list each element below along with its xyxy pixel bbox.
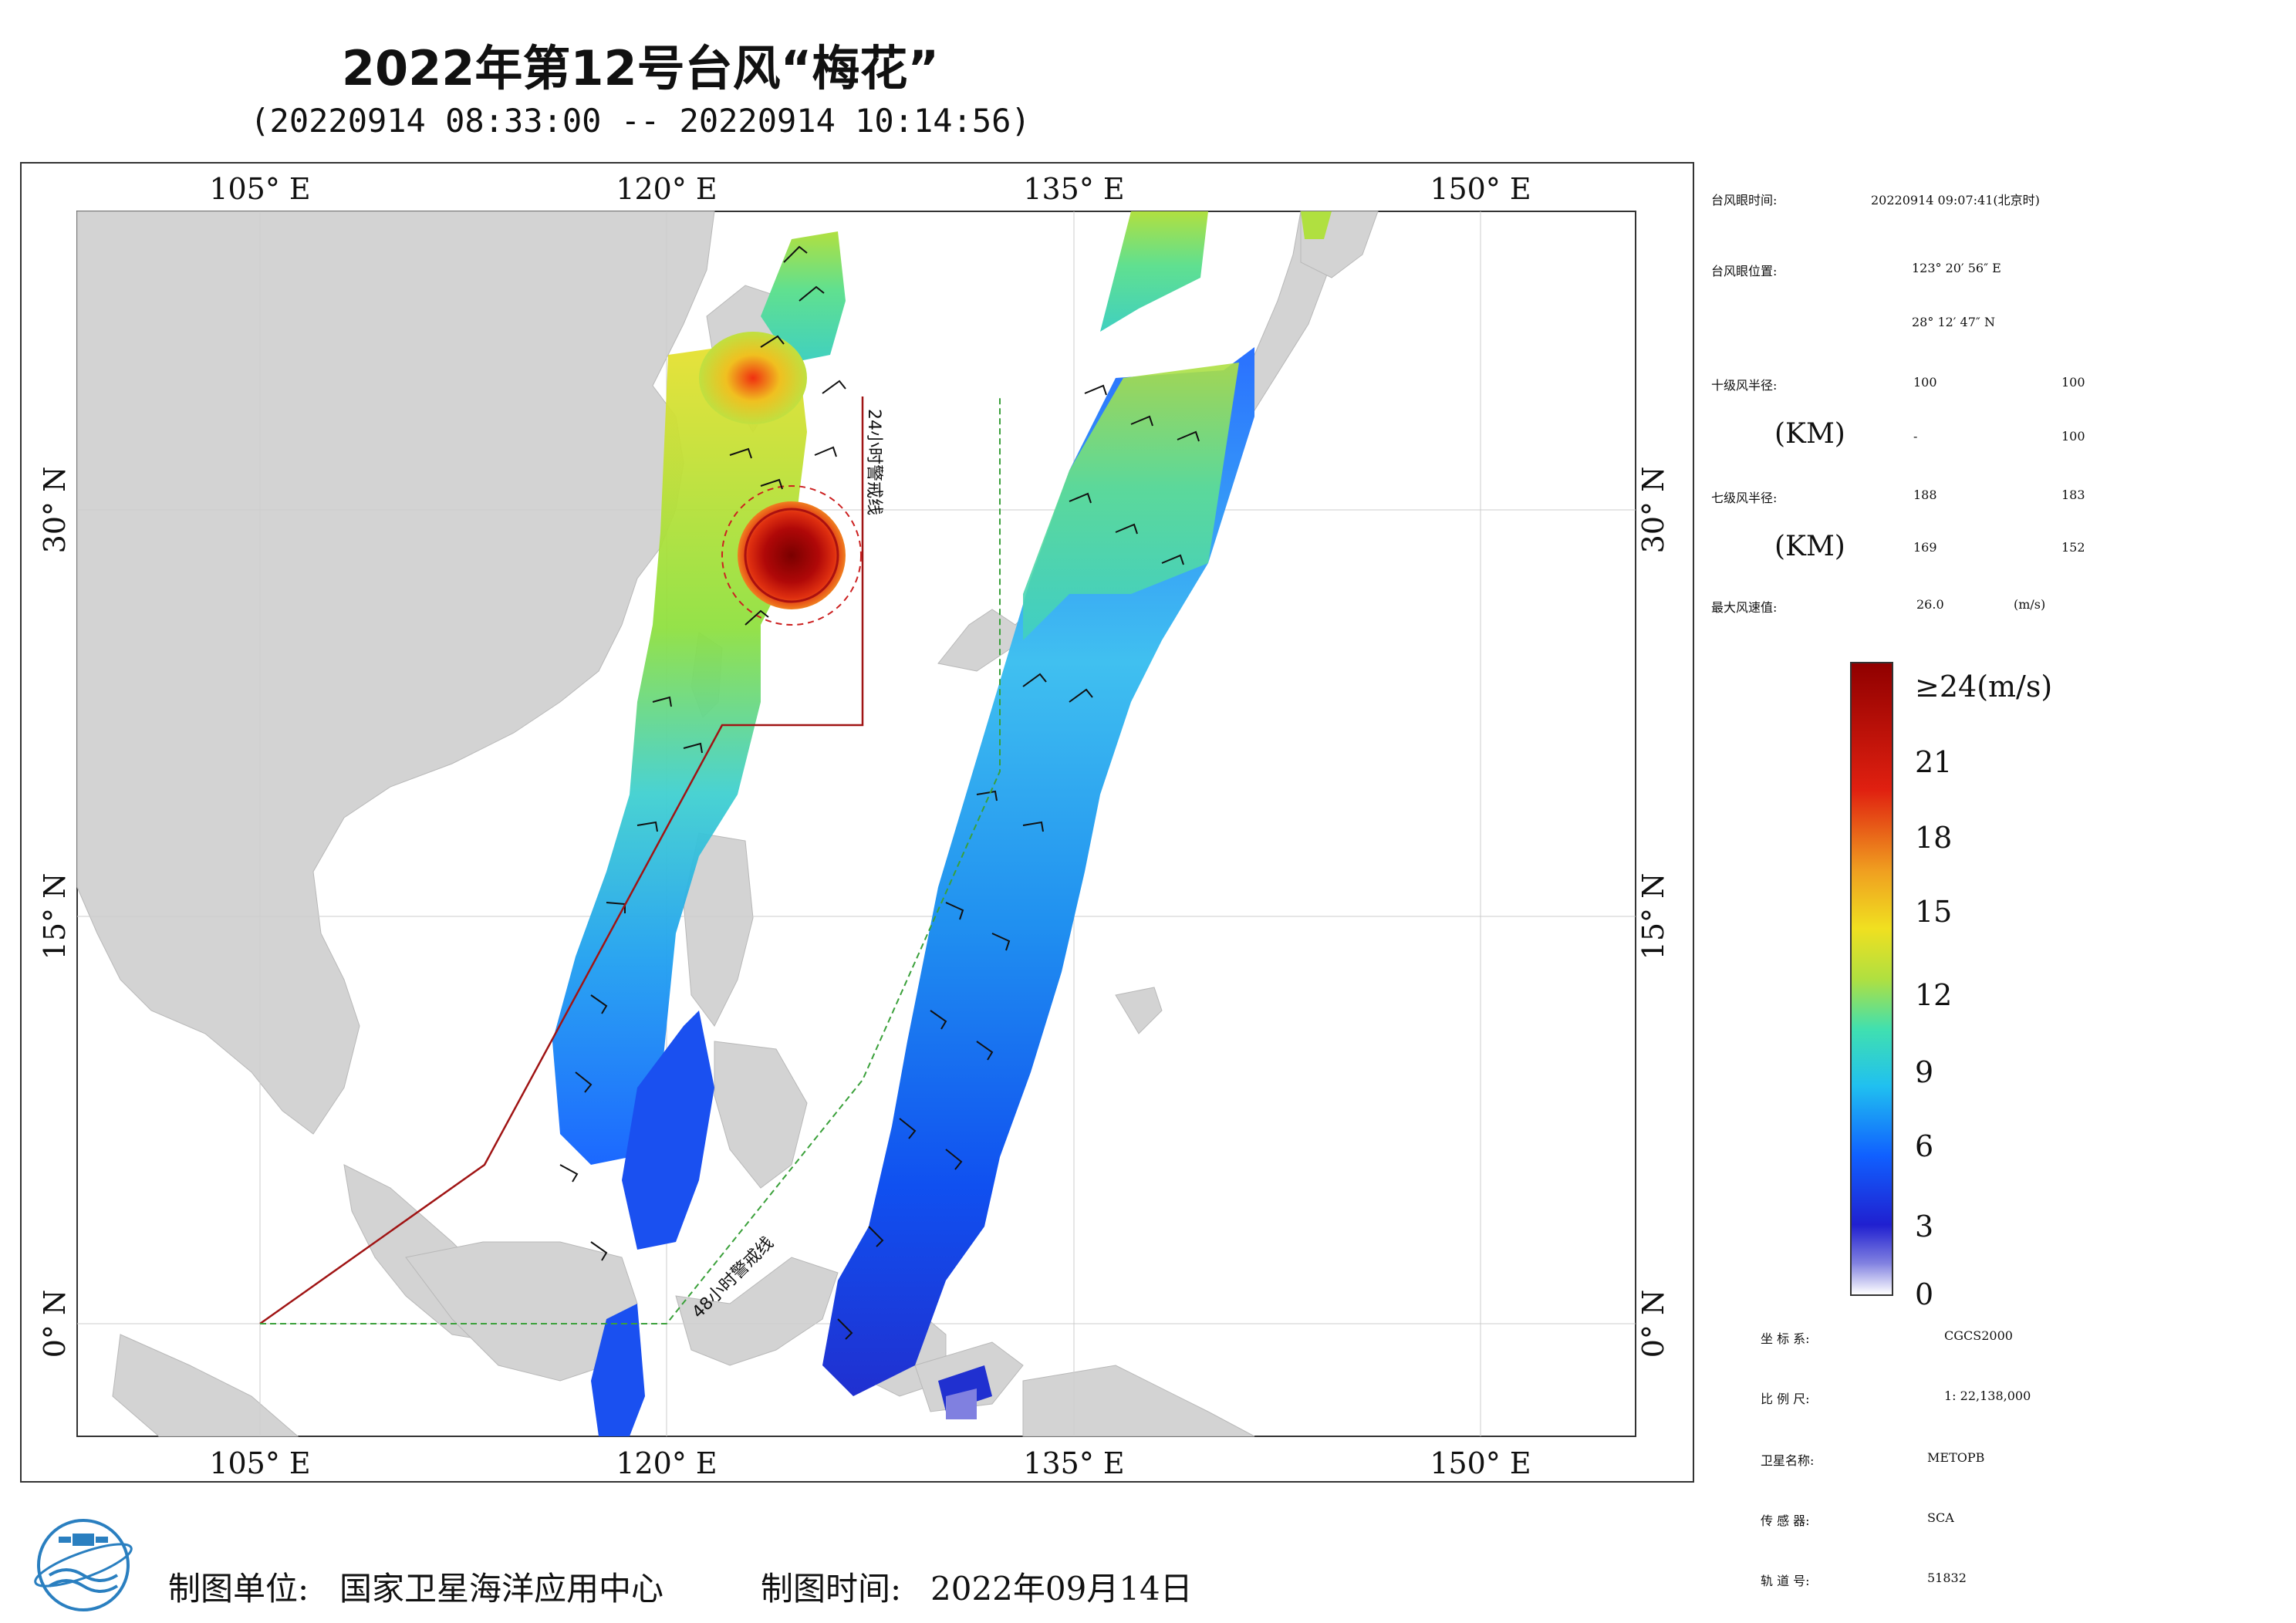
map-frame — [20, 162, 1694, 1483]
lon-tick-bottom-105: 105° E — [209, 1446, 310, 1480]
r7-nw: 152 — [2061, 540, 2085, 555]
crs-label: 坐 标 系: — [1761, 1331, 1810, 1346]
lat-tick-left-30: 30° N — [38, 467, 72, 554]
colorbar-label-15: 15 — [1915, 895, 1953, 929]
date-value: 2022年09月14日 — [930, 1570, 1193, 1608]
scale-value: 1: 22,138,000 — [1944, 1388, 2031, 1403]
warning-lines — [259, 396, 1001, 1325]
r7-sw: 169 — [1913, 540, 1937, 555]
lon-tick-top-105: 105° E — [209, 172, 310, 206]
colorbar-label-0: 0 — [1915, 1277, 1934, 1311]
max-wind-label: 最大风速值: — [1711, 600, 1778, 615]
wind-field-map: 24小时警戒线 48小时警戒线 105° E 120° E 135° E 150… — [38, 172, 1670, 1480]
colorbar-label-9: 9 — [1915, 1055, 1934, 1089]
satellite-value: METOPB — [1927, 1450, 1985, 1465]
warning-label-24h: 24小时警戒线 — [864, 409, 883, 515]
sensor-value: SCA — [1927, 1510, 1954, 1525]
warning-line-24h — [259, 396, 864, 1325]
lat-tick-right-30: 30° N — [1636, 467, 1670, 554]
map-title: 2022年第12号台风“梅花” — [341, 40, 940, 96]
sensor-label: 传 感 器: — [1761, 1513, 1810, 1528]
colorbar-label-3: 3 — [1915, 1210, 1934, 1243]
eye-time-label: 台风眼时间: — [1711, 193, 1778, 208]
r10-label: 十级风半径: — [1711, 378, 1778, 393]
colorbar-label-6: 6 — [1915, 1129, 1934, 1163]
r10-sw: - — [1913, 429, 1918, 444]
colorbar-label-21: 21 — [1915, 745, 1953, 779]
colorbar-label-12: 12 — [1915, 978, 1953, 1012]
warning-line-48h — [260, 396, 1001, 1324]
lat-tick-right-0: 0° N — [1636, 1290, 1670, 1358]
r10-se: 100 — [2061, 375, 2085, 390]
lat-tick-left-15: 15° N — [38, 873, 72, 960]
r10-unit: (KM) — [1774, 418, 1845, 450]
lon-tick-bottom-150: 150° E — [1430, 1446, 1531, 1480]
r7-label: 七级风半径: — [1711, 491, 1778, 505]
max-wind-unit: (m/s) — [2014, 597, 2046, 612]
lon-tick-top-150: 150° E — [1430, 172, 1531, 206]
r7-ne: 188 — [1913, 488, 1937, 502]
wind-swath-east — [822, 211, 1332, 1419]
max-wind-value: 26.0 — [1916, 597, 1944, 612]
lat-tick-left-0: 0° N — [38, 1290, 72, 1358]
nsoas-logo-icon — [34, 1519, 133, 1611]
producer-value: 国家卫星海洋应用中心 — [339, 1570, 664, 1608]
wind-barbs — [559, 245, 1200, 1340]
producer-label: 制图单位: — [168, 1570, 309, 1608]
eye-position-label: 台风眼位置: — [1711, 264, 1778, 278]
colorbar-label-18: 18 — [1915, 821, 1953, 855]
r10-ne: 100 — [1913, 375, 1937, 390]
r7-unit: (KM) — [1774, 531, 1845, 562]
lon-tick-top-120: 120° E — [616, 172, 717, 206]
orbit-label: 轨 道 号: — [1761, 1574, 1810, 1588]
r7-se: 183 — [2061, 488, 2085, 502]
date-label: 制图时间: — [761, 1570, 902, 1608]
crs-value: CGCS2000 — [1944, 1328, 2013, 1343]
map-subtitle: (20220914 08:33:00 -- 20220914 10:14:56) — [250, 102, 1031, 140]
lat-tick-right-15: 15° N — [1636, 873, 1670, 960]
eye-time-value: 20220914 09:07:41(北京时) — [1871, 193, 2040, 208]
satellite-label: 卫星名称: — [1761, 1453, 1815, 1468]
scale-label: 比 例 尺: — [1761, 1392, 1810, 1406]
r10-nw: 100 — [2061, 429, 2085, 444]
eye-longitude: 123° 20′ 56″ E — [1912, 261, 2001, 275]
wind-speed-colorbar — [1850, 662, 1893, 1296]
lon-tick-bottom-120: 120° E — [616, 1446, 717, 1480]
eye-latitude: 28° 12′ 47″ N — [1912, 315, 1995, 329]
colorbar-label-24: ≥24(m/s) — [1915, 670, 2053, 704]
orbit-value: 51832 — [1927, 1571, 1967, 1585]
lon-tick-bottom-135: 135° E — [1023, 1446, 1124, 1480]
lon-tick-top-135: 135° E — [1023, 172, 1124, 206]
